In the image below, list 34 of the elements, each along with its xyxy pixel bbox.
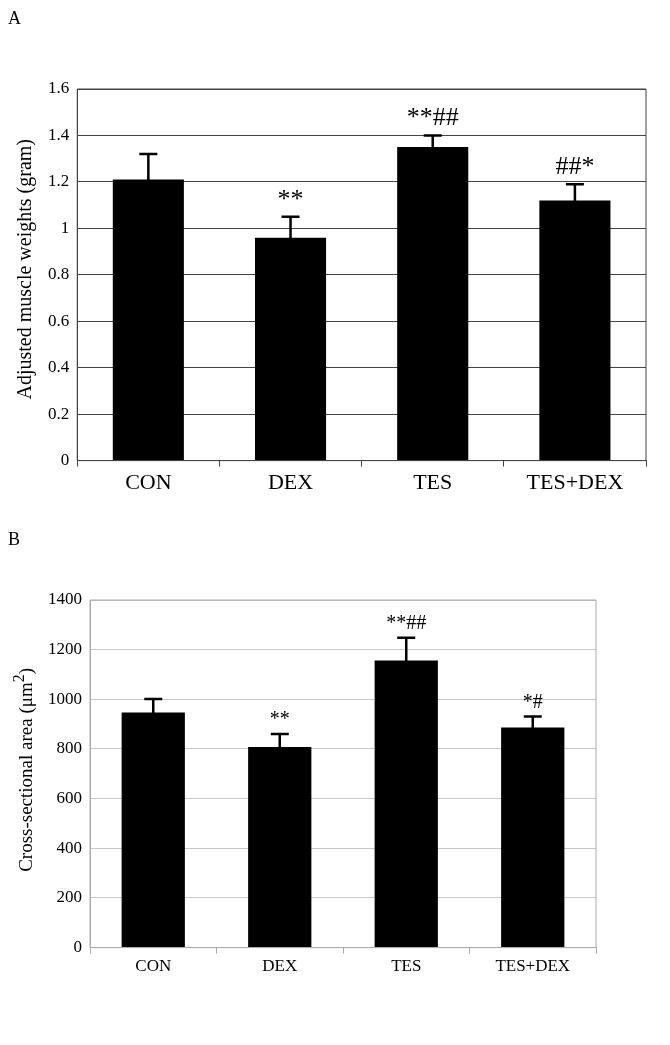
y-tick-label: 1.2	[48, 171, 70, 191]
x-tick-label: DEX	[267, 468, 314, 494]
x-tick-label: TES+DEX	[526, 468, 624, 494]
chart-title: A	[8, 8, 22, 29]
y-tick-label: 0	[73, 937, 82, 957]
x-tick-label: TES+DEX	[495, 956, 571, 976]
y-tick-label: 0.2	[48, 403, 70, 423]
y-tick-label: 200	[56, 887, 82, 907]
y-tick-label: 600	[56, 788, 82, 808]
y-tick-label: 0	[60, 450, 70, 470]
y-tick-label: 0.8	[48, 264, 70, 284]
annotation: **	[269, 707, 290, 730]
annotation: *#	[522, 689, 543, 712]
annotation: **##	[406, 102, 459, 132]
y-tick-label: 1	[60, 217, 70, 237]
x-tick-label: CON	[135, 956, 172, 976]
y-tick-label: 1400	[48, 589, 82, 609]
y-axis-title: Adjusted muscle weights (gram)	[12, 138, 36, 400]
x-tick-label: DEX	[262, 956, 298, 976]
y-tick-label: 1200	[48, 639, 82, 659]
y-tick-label: 0.6	[48, 310, 70, 330]
x-tick-label: TES	[413, 468, 453, 494]
x-tick-label: TES	[391, 956, 422, 976]
y-tick-label: 1000	[48, 688, 82, 708]
annotation: **	[277, 183, 304, 213]
y-tick-label: 1.4	[48, 124, 70, 144]
y-tick-label: 800	[56, 738, 82, 758]
y-tick-label: 0.4	[48, 357, 70, 377]
y-tick-label: 400	[56, 837, 82, 857]
annotation: ##*	[555, 151, 595, 181]
y-tick-label: 1.6	[48, 78, 70, 98]
x-tick-label: CON	[125, 468, 172, 494]
annotation: **##	[386, 610, 427, 633]
chart-title: B	[8, 529, 21, 550]
